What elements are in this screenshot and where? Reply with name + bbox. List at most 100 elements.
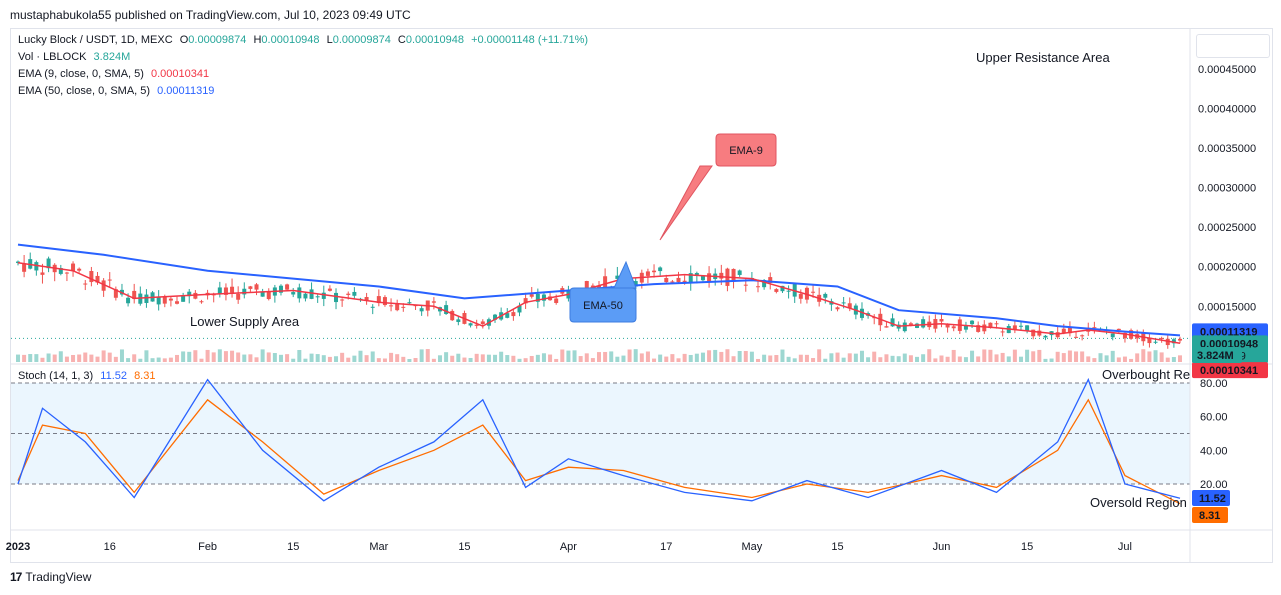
candle-body [780,285,785,292]
candle-body [1031,329,1036,337]
chart-widget-box[interactable] [1196,34,1270,58]
volume-bar [560,349,565,362]
candle-body [945,323,950,328]
volume-bar [939,355,944,362]
candle-body [456,319,461,322]
time-tick-label: Jul [1118,541,1132,553]
volume-bar [16,354,20,362]
candle-body [58,268,63,274]
volume-bar [1018,356,1023,362]
candle-body [505,313,510,318]
volume-bar [230,350,235,362]
volume-bar [749,351,754,362]
volume-bar [138,358,143,362]
time-tick-label: 15 [831,541,843,553]
volume-bar [413,358,418,362]
volume-bar [884,354,889,362]
volume-bar [462,357,467,362]
symbol-legend: Lucky Block / USDT, 1D, MEXC O0.00009874… [18,34,592,46]
upper-resistance-label: Upper Resistance Area [976,50,1110,65]
volume-bar [878,357,883,362]
time-tick-label: May [742,541,763,553]
stoch-k-badge: 11.52 [1199,493,1226,505]
stoch-label: Stoch (14, 1, 3) [18,370,94,382]
volume-bar [181,351,186,362]
volume-bar [817,349,822,362]
candle-body [1000,331,1005,333]
candle-body [688,273,693,283]
volume-bar [890,355,895,362]
volume-bar [1129,358,1134,362]
candle-body [260,291,265,297]
volume-bar [95,356,100,362]
ema9-price-badge: 0.00010341 [1200,365,1258,377]
candle-body [1061,328,1066,333]
volume-bar [957,356,962,362]
candle-body [731,268,736,282]
volume-bar [853,353,858,362]
volume-bar [572,350,577,362]
volume-bar [297,349,302,362]
volume-bar [505,355,510,362]
candle-body [352,291,357,296]
candle-body [1178,338,1182,341]
candle-body [694,272,699,276]
candle-body [315,296,320,298]
volume-bar [211,352,216,362]
candle-body [1018,325,1023,327]
candle-body [346,293,351,295]
candle-body [389,305,394,307]
candle-body [34,262,39,271]
volume-bar [768,355,773,362]
candle-body [700,276,705,281]
volume-bar [780,349,785,362]
volume-bar [175,354,180,362]
volume-bar [1025,349,1030,362]
volume-bar [126,358,131,362]
volume-bar [609,351,614,362]
candle-body [615,275,620,279]
volume-bar [896,356,901,362]
volume-bar [437,355,442,362]
candle-body [230,286,235,293]
volume-bar [474,353,479,362]
candle-body [370,306,375,308]
candle-body [242,288,247,295]
ema9-callout-box [715,133,777,167]
volume-bar [731,356,736,362]
volume-bar [645,351,650,362]
volume-bar [1153,350,1158,362]
candle-body [670,281,675,283]
volume-bar [334,356,339,362]
volume-bar [988,349,993,362]
volume-bar [1043,358,1048,362]
volume-bar [970,350,975,362]
stoch-tick-label: 60.00 [1200,412,1228,424]
volume-value: 3.824M [93,51,131,63]
candle-body [321,292,326,299]
volume-bar [34,354,39,362]
candle-body [774,289,779,292]
candle-body [309,289,314,299]
volume-bar [774,355,779,362]
volume-bar [46,353,51,362]
candle-body [291,292,296,295]
candle-body [1153,341,1158,343]
time-tick-label: 17 [660,541,672,553]
volume-bar [1061,353,1066,362]
volume-bar [927,349,932,362]
candle-body [939,319,944,322]
ema9-legend: EMA (9, close, 0, SMA, 5) 0.00010341 [18,68,213,80]
candle-body [187,291,192,297]
candle-body [132,290,137,300]
candle-body [223,287,228,295]
volume-bar [517,358,522,362]
ohlc-h-label: H [253,34,262,46]
time-tick-label: 2023 [6,541,30,553]
ema9-line [17,262,1181,344]
candle-body [1037,330,1042,336]
candle-body [737,270,742,275]
volume-bar [548,354,553,362]
candle-body [450,310,455,321]
volume-bar [1055,351,1060,362]
